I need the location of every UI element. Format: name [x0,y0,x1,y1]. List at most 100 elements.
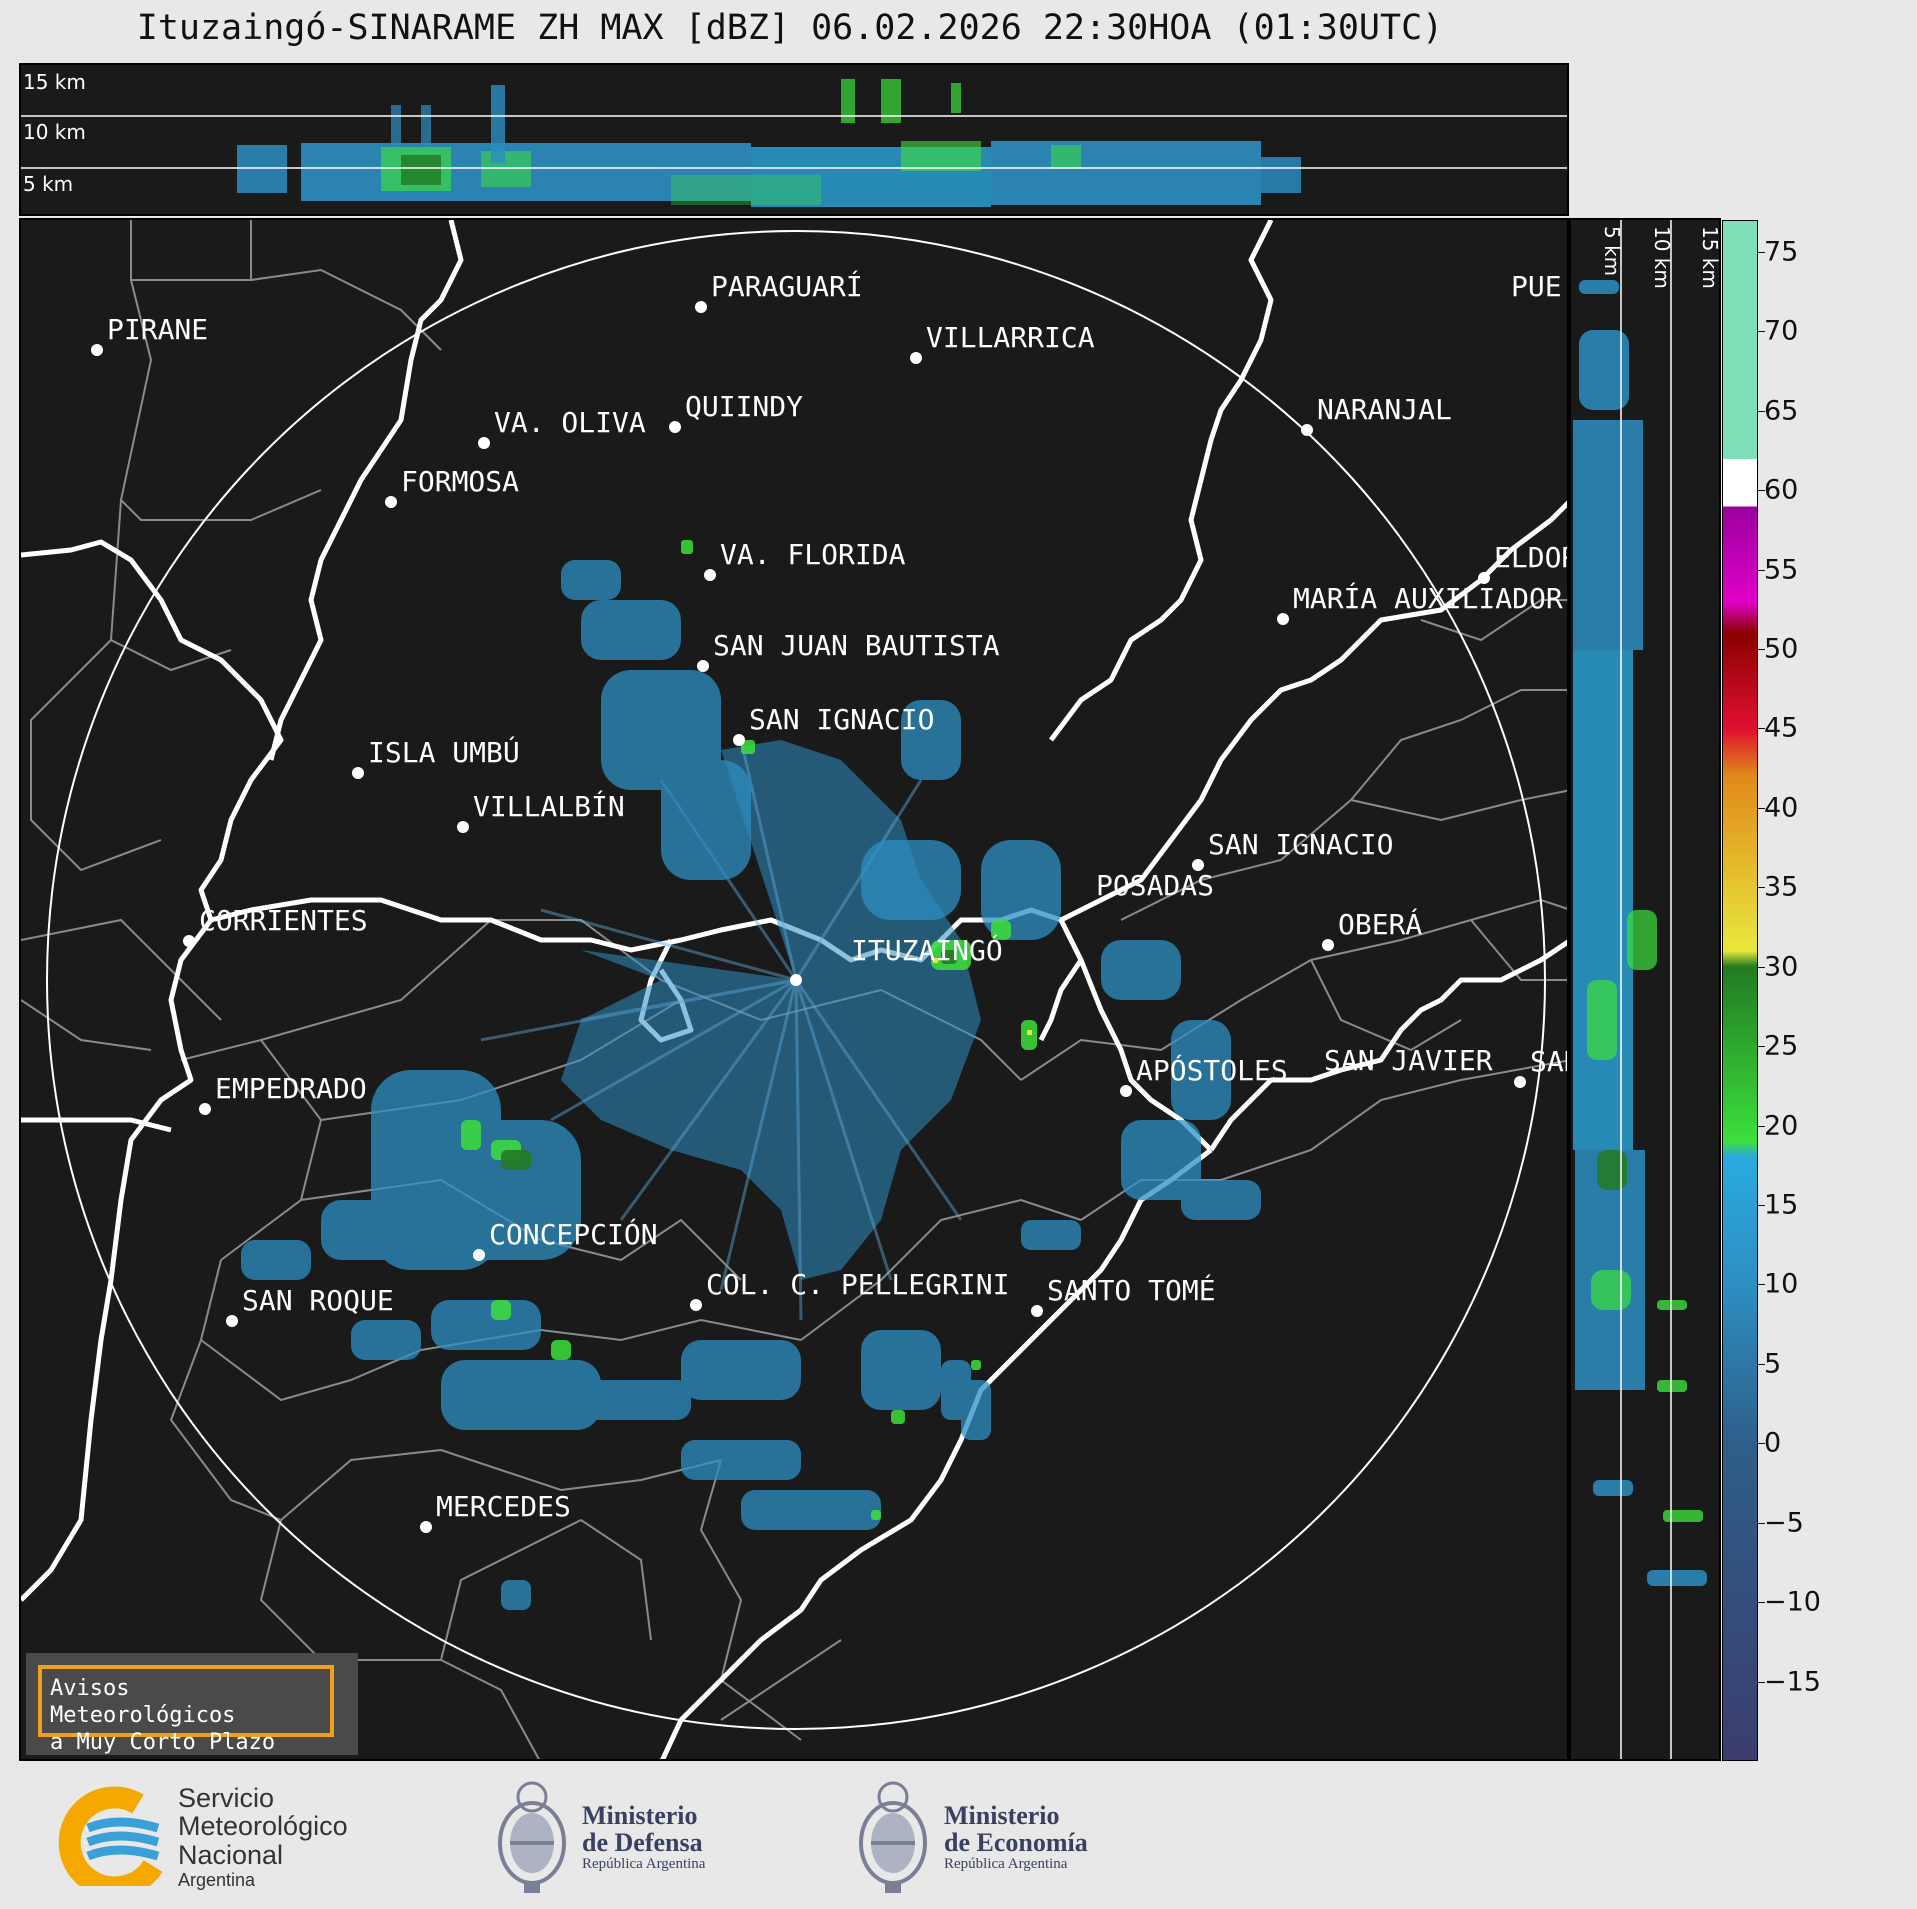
colorbar-tick-mark [1758,1602,1765,1604]
colorbar-tick-label: 65 [1764,395,1799,427]
city-posadas: POSADAS [1096,869,1214,902]
svg-text:EMPEDRADO: EMPEDRADO [215,1072,367,1105]
svg-text:NARANJAL: NARANJAL [1317,393,1452,426]
svg-text:ITUZAINGÓ: ITUZAINGÓ [851,933,1003,967]
city-paraguari: PARAGUARÍ [695,269,863,313]
svg-text:ELDOR: ELDOR [1494,541,1569,574]
economia-coat-of-arms-icon [855,1775,931,1897]
svg-text:POSADAS: POSADAS [1096,869,1214,902]
colorbar-tick-mark [1758,1443,1765,1445]
city-apostoles: APÓSTOLES [1120,1053,1288,1097]
colorbar-tick-label: 0 [1764,1427,1782,1459]
svg-text:VA. OLIVA: VA. OLIVA [494,406,646,439]
radar-range-ring [46,230,1546,1730]
svg-text:CORRIENTES: CORRIENTES [199,904,368,937]
top-echo-band [237,79,1301,207]
city-markers: PARAGUARÍ PIRANE VILLARRICA QUIINDY VA. … [91,269,1569,1533]
avisos-notice-box: Avisos Meteorológicos a Muy Corto Plazo [26,1653,358,1755]
svg-text:VILLALBÍN: VILLALBÍN [473,789,625,823]
radar-map-panel: PARAGUARÍ PIRANE VILLARRICA QUIINDY VA. … [19,218,1569,1761]
city-naranjal: NARANJAL [1301,393,1452,436]
colorbar-tick-mark [1758,1125,1765,1127]
top-height-label: 10 km [23,120,86,144]
svg-text:APÓSTOLES: APÓSTOLES [1136,1053,1288,1087]
svg-text:CONCEPCIÓN: CONCEPCIÓN [489,1217,658,1251]
side-height-label: 15 km [1698,226,1721,289]
city-col-c-pellegrini: COL. C. PELLEGRINI [690,1268,1009,1311]
colorbar-tick-label: 35 [1764,871,1799,903]
colorbar-tick-mark [1758,887,1765,889]
side-height-profile-panel: 5 km 10 km 15 km [1569,218,1721,1761]
city-san-ignacio-ar: SAN IGNACIO [1192,828,1393,871]
svg-text:PUE: PUE [1511,270,1562,303]
city-va-oliva: VA. OLIVA [478,406,646,449]
svg-text:SAN ROQUE: SAN ROQUE [242,1284,394,1317]
city-concepcion: CONCEPCIÓN [473,1217,658,1261]
city-santo-tome: SANTO TOMÉ [1031,1273,1216,1317]
economia-line-2: de Economía [944,1828,1088,1858]
defensa-line-3: República Argentina [582,1855,706,1872]
colorbar-tick-label: 5 [1764,1348,1782,1380]
svg-text:SAN: SAN [1530,1045,1569,1078]
top-height-label: 5 km [23,172,73,196]
colorbar-tick-label: 45 [1764,712,1799,744]
svg-text:SAN JAVIER: SAN JAVIER [1324,1044,1493,1077]
economia-line-3: República Argentina [944,1855,1068,1872]
colorbar-tick-label: −15 [1764,1666,1821,1698]
city-formosa: FORMOSA [385,465,519,508]
colorbar-tick-mark [1758,331,1765,333]
radar-echoes [241,540,1261,1610]
city-corrientes: CORRIENTES [183,904,368,947]
smn-line-4: Argentina [178,1870,256,1891]
svg-text:PARAGUARÍ: PARAGUARÍ [711,269,863,303]
svg-text:SAN IGNACIO: SAN IGNACIO [749,703,934,736]
defensa-line-1: Ministerio [582,1801,698,1830]
avisos-line-1: Avisos Meteorológicos [50,1676,236,1728]
svg-text:ISLA UMBÚ: ISLA UMBÚ [368,735,520,769]
colorbar-tick-label: 75 [1764,236,1799,268]
colorbar-tick-mark [1758,1046,1765,1048]
colorbar-tick-label: 40 [1764,792,1799,824]
smn-logo-text: Servicio Meteorológico Nacional Argentin… [178,1784,348,1890]
city-isla-umbu: ISLA UMBÚ [352,735,520,779]
city-obera: OBERÁ [1322,907,1422,951]
svg-text:VILLARRICA: VILLARRICA [926,321,1095,354]
colorbar-tick-mark [1758,251,1765,253]
defensa-logo-text: Ministerio de Defensa República Argentin… [582,1802,705,1872]
city-san-roque: SAN ROQUE [226,1284,394,1327]
map-title: Ituzaingó-SINARAME ZH MAX [dBZ] 06.02.20… [136,8,1444,48]
side-echo-band [1573,280,1707,1586]
river-borders [21,220,1567,1759]
svg-text:COL. C. PELLEGRINI: COL. C. PELLEGRINI [706,1268,1009,1301]
svg-text:MARÍA AUXILIADOR: MARÍA AUXILIADOR [1293,581,1563,615]
city-pirane: PIRANE [91,313,208,356]
top-height-profile-panel: 15 km 10 km 5 km [19,63,1569,216]
city-va-florida: VA. FLORIDA [704,538,906,581]
smn-logo [58,1786,168,1899]
city-san-javier: SAN JAVIER [1324,1044,1493,1077]
colorbar-tick-mark [1758,648,1765,650]
colorbar-tick-mark [1758,807,1765,809]
defensa-coat-of-arms-icon [494,1775,570,1897]
colorbar-tick-mark [1758,1363,1765,1365]
colorbar-tick-label: 60 [1764,474,1799,506]
svg-text:SANTO TOMÉ: SANTO TOMÉ [1047,1273,1216,1307]
city-villalbin: VILLALBÍN [457,789,625,833]
city-ituzaingo: ITUZAINGÓ [790,933,1003,986]
dbz-colorbar [1722,220,1758,1761]
svg-text:VA. FLORIDA: VA. FLORIDA [720,538,906,571]
svg-text:PIRANE: PIRANE [107,313,208,346]
colorbar-tick-mark [1758,1522,1765,1524]
colorbar-tick-mark [1758,569,1765,571]
svg-text:FORMOSA: FORMOSA [401,465,519,498]
smn-logo-icon [58,1786,163,1899]
avisos-line-2: a Muy Corto Plazo [50,1730,276,1755]
colorbar-tick-mark [1758,490,1765,492]
city-san: SAN [1514,1045,1569,1088]
city-eldorado: ELDOR [1478,541,1569,584]
smn-line-2: Meteorológico [178,1811,348,1842]
svg-text:SAN IGNACIO: SAN IGNACIO [1208,828,1393,861]
colorbar-tick-mark [1758,728,1765,730]
colorbar-tick-mark [1758,410,1765,412]
defensa-line-2: de Defensa [582,1828,703,1858]
